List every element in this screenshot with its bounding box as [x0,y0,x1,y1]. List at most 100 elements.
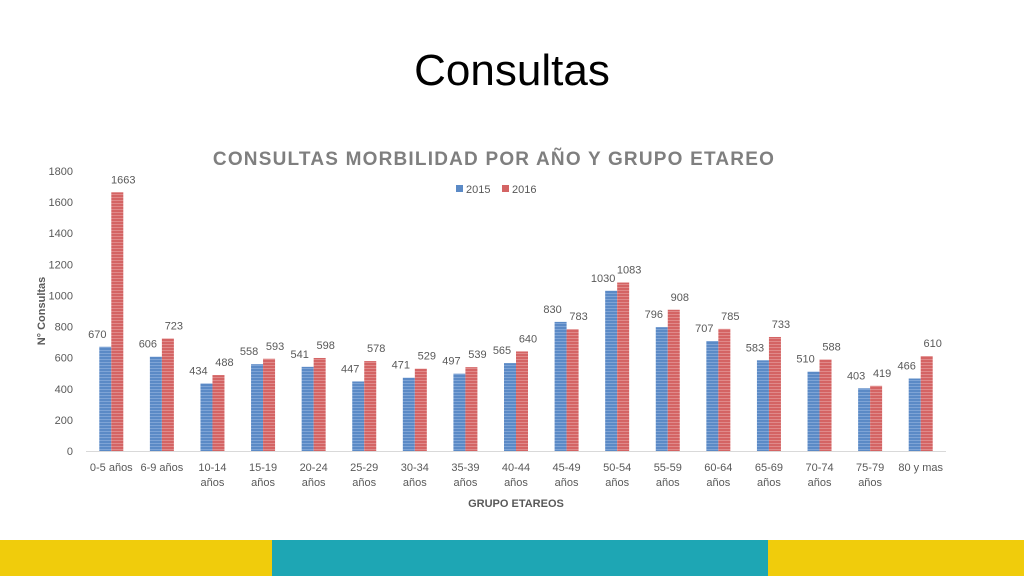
data-label-2015: 558 [240,346,258,358]
y-tick-label: 800 [55,322,73,334]
x-tick-label: 40-44 años [502,462,530,489]
data-label-2016: 539 [468,349,486,361]
x-tick-label: 30-34 años [401,462,429,489]
bar-2015 [655,327,668,451]
x-tick-label: 80 y mas [898,462,943,474]
x-tick-label: 70-74 años [805,462,833,489]
bar-2016 [819,359,832,451]
bar-2015 [504,363,516,451]
x-tick-label: 50-54 años [603,462,631,489]
data-label-2016: 1083 [617,265,641,277]
bar-2015 [99,346,112,451]
y-tick-label: 1800 [49,166,73,178]
x-axis-label: GRUPO ETAREOS [468,498,564,510]
y-tick-label: 0 [67,446,73,458]
data-label-2016: 593 [266,341,284,353]
data-label-2015: 447 [341,363,359,375]
x-tick-label: 35-39 años [451,462,479,489]
bar-2016 [414,368,427,451]
bar-2015 [149,356,162,451]
x-tick-label: 55-59 años [654,462,682,489]
data-label-2015: 466 [898,361,916,373]
x-tick-label: 6-9 años [140,462,183,474]
data-label-2016: 783 [569,311,587,323]
y-tick-label: 1200 [49,259,73,271]
y-tick-label: 400 [55,384,73,396]
bar-2015 [200,383,213,451]
data-label-2016: 723 [165,321,183,333]
data-label-2015: 541 [290,349,308,361]
y-axis-label: N° Consultas [36,277,48,346]
footer-band-left [0,540,272,576]
bar-2015 [706,341,719,451]
data-label-2015: 510 [796,354,814,366]
bar-2016 [516,351,528,451]
bar-2016 [313,357,326,451]
bar-2015 [605,290,618,451]
legend-label-2015: 2015 [466,184,490,196]
chart-legend: 2015 2016 [456,184,536,196]
bar-2015 [807,371,820,451]
x-tick-label: 65-69 años [755,462,783,489]
bar-chart: CONSULTAS MORBILIDAD POR AÑO Y GRUPO ETA… [36,148,946,510]
data-label-2015: 434 [189,365,207,377]
bar-2016 [920,356,933,451]
y-tick-label: 1600 [49,197,73,209]
bar-2016 [263,358,276,451]
bar-2015 [554,321,567,451]
data-label-2015: 830 [543,304,561,316]
bar-2016 [465,367,478,451]
data-label-2016: 419 [873,368,891,380]
bar-2016 [718,328,731,451]
data-label-2016: 1663 [111,174,135,186]
bar-2016 [364,361,377,451]
chart-title: CONSULTAS MORBILIDAD POR AÑO Y GRUPO ETA… [213,148,775,170]
data-label-2016: 610 [924,338,942,350]
data-label-2016: 598 [316,340,334,352]
data-label-2016: 908 [671,292,689,304]
x-tick-label: 0-5 años [90,462,133,474]
y-tick-label: 1400 [49,228,73,240]
x-tick-label: 45-49 años [553,462,581,489]
footer-band-middle [272,540,768,576]
data-label-2016: 588 [822,342,840,354]
footer-band-right [768,540,1024,576]
x-axis: 0-5 años 6-9 años 10-14 años 15-19 años 20-24 a… [86,451,946,489]
bar-2016 [566,329,579,451]
bar-2015 [908,378,921,451]
bar-2016 [768,336,781,451]
bar-2015 [858,388,871,451]
data-label-2016: 488 [215,357,233,369]
x-tick-label: 10-14 años [198,462,226,489]
legend-swatch-2015 [456,185,463,192]
bar-2016 [212,375,225,451]
data-label-2015: 497 [442,356,460,368]
bar-2016 [617,282,630,451]
bar-2016 [111,192,124,452]
data-label-2015: 583 [746,342,764,354]
data-label-2015: 606 [139,339,157,351]
slide-title: Consultas [414,46,610,95]
data-label-2016: 640 [519,333,537,345]
legend-label-2016: 2016 [512,184,536,196]
data-label-2015: 403 [847,370,865,382]
bar-2015 [251,364,264,451]
y-axis: 0 200 400 600 800 1000 1200 1400 1600 1800 [49,166,73,458]
data-label-2015: 796 [645,309,663,321]
bar-2015 [402,377,415,451]
bar-2016 [667,309,680,451]
y-tick-label: 200 [55,415,73,427]
data-label-2016: 785 [721,311,739,323]
bar-2015 [756,360,769,451]
x-tick-label: 60-64 años [704,462,732,489]
data-label-2016: 578 [367,343,385,355]
bar-2016 [870,385,883,451]
data-label-2015: 471 [392,360,410,372]
data-label-2015: 707 [695,323,713,335]
data-label-2016: 733 [772,319,790,331]
bar-2015 [301,366,314,451]
y-tick-label: 1000 [49,290,73,302]
data-label-2015: 565 [493,345,511,357]
y-tick-label: 600 [55,353,73,365]
x-tick-label: 25-29 años [350,462,378,489]
